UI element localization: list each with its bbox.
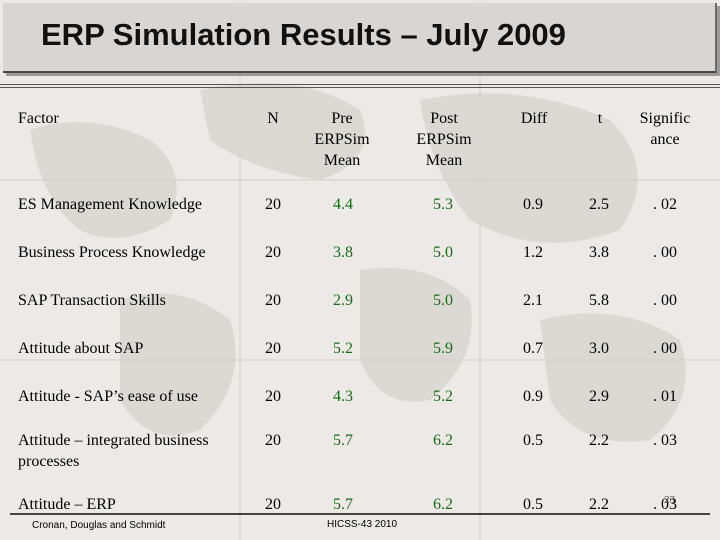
row-pre-mean: 5.7: [333, 496, 353, 513]
header-pre-line3: Mean: [323, 152, 361, 169]
title-box: ERP Simulation Results – July 2009: [3, 3, 717, 73]
row-t: 2.2: [589, 496, 609, 513]
row-pre-mean: 4.3: [333, 388, 353, 405]
row-n: 20: [265, 432, 281, 449]
row-n: 20: [265, 340, 281, 357]
slide-number: 23: [664, 494, 675, 506]
row-n: 20: [265, 292, 281, 309]
row-significance: . 00: [653, 340, 677, 357]
header-sig-line1: Signific: [639, 110, 691, 127]
row-post-mean: 6.2: [433, 432, 453, 449]
row-factor: ES Management Knowledge: [18, 196, 202, 213]
header-post-line3: Mean: [425, 152, 463, 169]
header-n: N: [267, 110, 279, 127]
row-factor: SAP Transaction Skills: [18, 292, 166, 309]
row-diff: 2.1: [523, 292, 543, 309]
slide-title: ERP Simulation Results – July 2009: [41, 17, 566, 52]
row-t: 5.8: [589, 292, 609, 309]
row-post-mean: 5.9: [433, 340, 453, 357]
header-t: t: [597, 110, 603, 127]
footer-conference: HICSS-43 2010: [327, 519, 398, 530]
header-diff: Diff: [520, 110, 548, 127]
row-factor: Attitude about SAP: [18, 340, 144, 357]
header-post-line2: ERPSim: [416, 131, 472, 148]
row-n: 20: [265, 388, 281, 405]
row-factor-line1: Attitude – integrated business: [18, 432, 209, 449]
row-pre-mean: 5.7: [333, 432, 353, 449]
row-diff: 0.5: [523, 432, 543, 449]
row-pre-mean: 4.4: [333, 196, 353, 213]
row-significance: . 00: [653, 292, 677, 309]
row-significance: . 03: [653, 432, 677, 449]
row-post-mean: 5.0: [433, 244, 453, 261]
row-post-mean: 5.3: [433, 196, 453, 213]
row-n: 20: [265, 196, 281, 213]
row-factor: Business Process Knowledge: [18, 244, 206, 261]
row-diff: 0.9: [523, 196, 543, 213]
title-rule-2: [0, 87, 720, 88]
row-significance: . 01: [653, 388, 677, 405]
header-post-line1: Post: [430, 110, 458, 127]
header-significance: Signific ance: [630, 108, 700, 150]
row-diff: 0.7: [523, 340, 543, 357]
row-t: 2.9: [589, 388, 609, 405]
row-pre-mean: 3.8: [333, 244, 353, 261]
header-pre-line1: Pre: [331, 110, 353, 127]
footer-rule: [10, 513, 710, 515]
row-t: 2.2: [589, 432, 609, 449]
title-rule: [0, 84, 720, 85]
header-post: Post ERPSim Mean: [402, 108, 486, 171]
row-t: 2.5: [589, 196, 609, 213]
row-n: 20: [265, 496, 281, 513]
row-pre-mean: 2.9: [333, 292, 353, 309]
header-sig-line2: ance: [650, 131, 680, 148]
row-factor: Attitude – integrated business processes: [18, 430, 209, 472]
row-significance: . 00: [653, 244, 677, 261]
row-diff: 0.5: [523, 496, 543, 513]
row-factor: Attitude – ERP: [18, 496, 116, 513]
row-n: 20: [265, 244, 281, 261]
row-factor: Attitude - SAP’s ease of use: [18, 388, 198, 405]
row-t: 3.0: [589, 340, 609, 357]
row-diff: 1.2: [523, 244, 543, 261]
row-diff: 0.9: [523, 388, 543, 405]
row-pre-mean: 5.2: [333, 340, 353, 357]
header-pre-line2: ERPSim: [314, 131, 370, 148]
row-post-mean: 6.2: [433, 496, 453, 513]
footer-authors: Cronan, Douglas and Schmidt: [32, 520, 166, 531]
row-factor-line2: processes: [18, 453, 80, 470]
row-t: 3.8: [589, 244, 609, 261]
header-pre: Pre ERPSim Mean: [300, 108, 384, 171]
header-factor: Factor: [18, 110, 59, 127]
row-post-mean: 5.0: [433, 292, 453, 309]
row-significance: . 02: [653, 196, 677, 213]
row-significance: . 03: [653, 496, 677, 513]
row-post-mean: 5.2: [433, 388, 453, 405]
